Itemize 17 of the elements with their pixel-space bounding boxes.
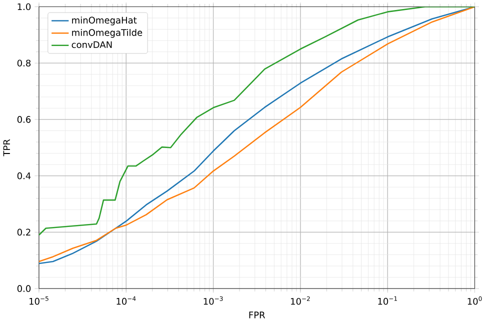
x-tick-label: 10$^{−2}$ (291, 296, 310, 305)
y-tick-label: 0.4 (17, 172, 31, 180)
x-tick-label: 10$^{−3}$ (204, 296, 223, 305)
y-tick-label: 0.0 (17, 285, 31, 292)
y-tick-label: 0.6 (17, 116, 31, 124)
y-axis-title: TPR (3, 140, 10, 156)
y-tick-label: 0.8 (17, 60, 31, 67)
legend-label: minOmegaHat (72, 16, 137, 26)
x-tick-label: 10$^{0}$ (468, 296, 482, 305)
x-axis-title: FPR (249, 312, 266, 318)
y-tick-label: 0.2 (17, 228, 30, 236)
y-tick-label: 1.0 (18, 4, 31, 10)
x-tick-label: 10$^{−5}$ (30, 296, 48, 305)
x-tick-label: 10$^{−1}$ (378, 296, 397, 305)
x-tick-label: 10$^{−4}$ (116, 296, 136, 305)
legend-label: minOmegaTilde (72, 29, 142, 38)
legend-label: convDAN (72, 42, 112, 48)
